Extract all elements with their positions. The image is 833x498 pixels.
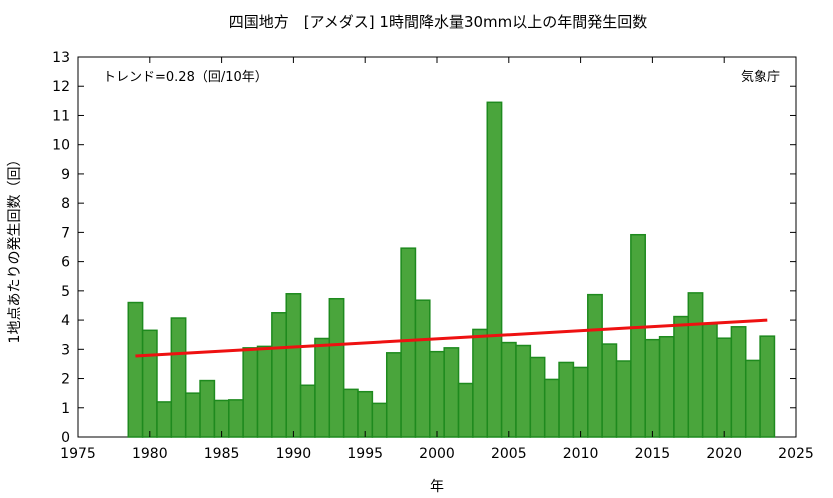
bar-1998 xyxy=(400,247,417,438)
trend-line xyxy=(135,318,768,358)
x-tick-label: 2000 xyxy=(419,446,455,462)
bar-1992 xyxy=(314,337,331,438)
y-tick-label: 9 xyxy=(61,167,70,183)
bar-2022 xyxy=(744,359,761,438)
bar-2005 xyxy=(500,341,517,438)
y-tick-label: 4 xyxy=(61,313,70,329)
bar-1995 xyxy=(357,390,374,438)
bar-2000 xyxy=(429,350,445,438)
bar-1981 xyxy=(156,401,173,438)
y-tick-label: 3 xyxy=(61,342,70,358)
bar-1980 xyxy=(141,329,158,438)
x-tick-label: 1980 xyxy=(132,446,168,462)
bar-2017 xyxy=(673,315,690,438)
bar-2018 xyxy=(687,292,704,438)
bar-2010 xyxy=(572,366,589,438)
bar-1986 xyxy=(228,399,244,438)
y-tick-label: 5 xyxy=(61,284,70,300)
x-axis-label: 年 xyxy=(430,479,444,495)
bar-2012 xyxy=(601,343,618,438)
bar-1990 xyxy=(285,293,302,438)
bar-1982 xyxy=(170,317,187,438)
bar-1993 xyxy=(328,297,345,438)
y-axis-label: 1地点あたりの発生回数（回） xyxy=(7,153,23,344)
y-tick-label: 2 xyxy=(61,372,70,388)
trend-label: トレンド=0.28（回/10年） xyxy=(103,70,268,85)
bar-2001 xyxy=(443,347,460,438)
bar-2015 xyxy=(644,338,661,438)
y-tick-label: 12 xyxy=(52,79,70,95)
bar-1988 xyxy=(256,345,273,438)
bar-1994 xyxy=(342,388,359,438)
x-tick-label: 2020 xyxy=(706,446,742,462)
y-tick-label: 13 xyxy=(52,50,70,66)
bar-2023 xyxy=(759,335,776,438)
x-tick-label: 1985 xyxy=(204,446,240,462)
y-tick-label: 10 xyxy=(52,138,70,154)
chart-title: 四国地方 [アメダス] 1時間降水量30mm以上の年間発生回数 xyxy=(229,13,648,31)
bar-1997 xyxy=(385,352,402,438)
bar-1991 xyxy=(299,384,316,438)
x-tick-label: 1990 xyxy=(276,446,312,462)
x-tick-label: 2010 xyxy=(563,446,599,462)
bar-group xyxy=(127,101,776,438)
y-tick-label: 6 xyxy=(61,255,70,271)
bar-2016 xyxy=(658,335,675,438)
bar-2013 xyxy=(615,360,632,438)
bar-2004 xyxy=(486,101,503,438)
bar-2003 xyxy=(472,328,489,438)
bar-2020 xyxy=(716,337,733,438)
bar-2008 xyxy=(543,378,560,438)
x-axis: 1975 1980 1985 1990 1995 2000 2005 2010 2015 2020… xyxy=(60,57,814,462)
bar-2002 xyxy=(457,382,474,438)
x-tick-label: 1975 xyxy=(60,446,96,462)
x-tick-label: 2015 xyxy=(635,446,671,462)
x-tick-label: 2005 xyxy=(491,446,527,462)
x-tick-label: 2025 xyxy=(778,446,814,462)
bar-2014 xyxy=(630,233,646,438)
bar-1989 xyxy=(271,312,287,438)
bar-2021 xyxy=(730,326,747,438)
y-tick-label: 11 xyxy=(52,108,70,124)
y-tick-label: 8 xyxy=(61,196,70,212)
bar-2009 xyxy=(558,361,575,438)
x-tick-label: 1995 xyxy=(347,446,383,462)
bar-1987 xyxy=(242,347,259,438)
bar-1999 xyxy=(414,299,431,438)
bar-1983 xyxy=(184,392,201,438)
source-label: 気象庁 xyxy=(741,69,780,85)
bar-2007 xyxy=(529,356,546,438)
y-tick-label: 1 xyxy=(61,401,70,417)
bar-1996 xyxy=(371,402,388,438)
bar-2011 xyxy=(587,293,603,438)
y-tick-label: 0 xyxy=(61,430,70,446)
bar-2019 xyxy=(701,323,718,438)
bar-1979 xyxy=(127,301,144,438)
bar-1984 xyxy=(199,379,216,438)
bar-2006 xyxy=(515,344,532,438)
y-tick-label: 7 xyxy=(61,225,70,241)
